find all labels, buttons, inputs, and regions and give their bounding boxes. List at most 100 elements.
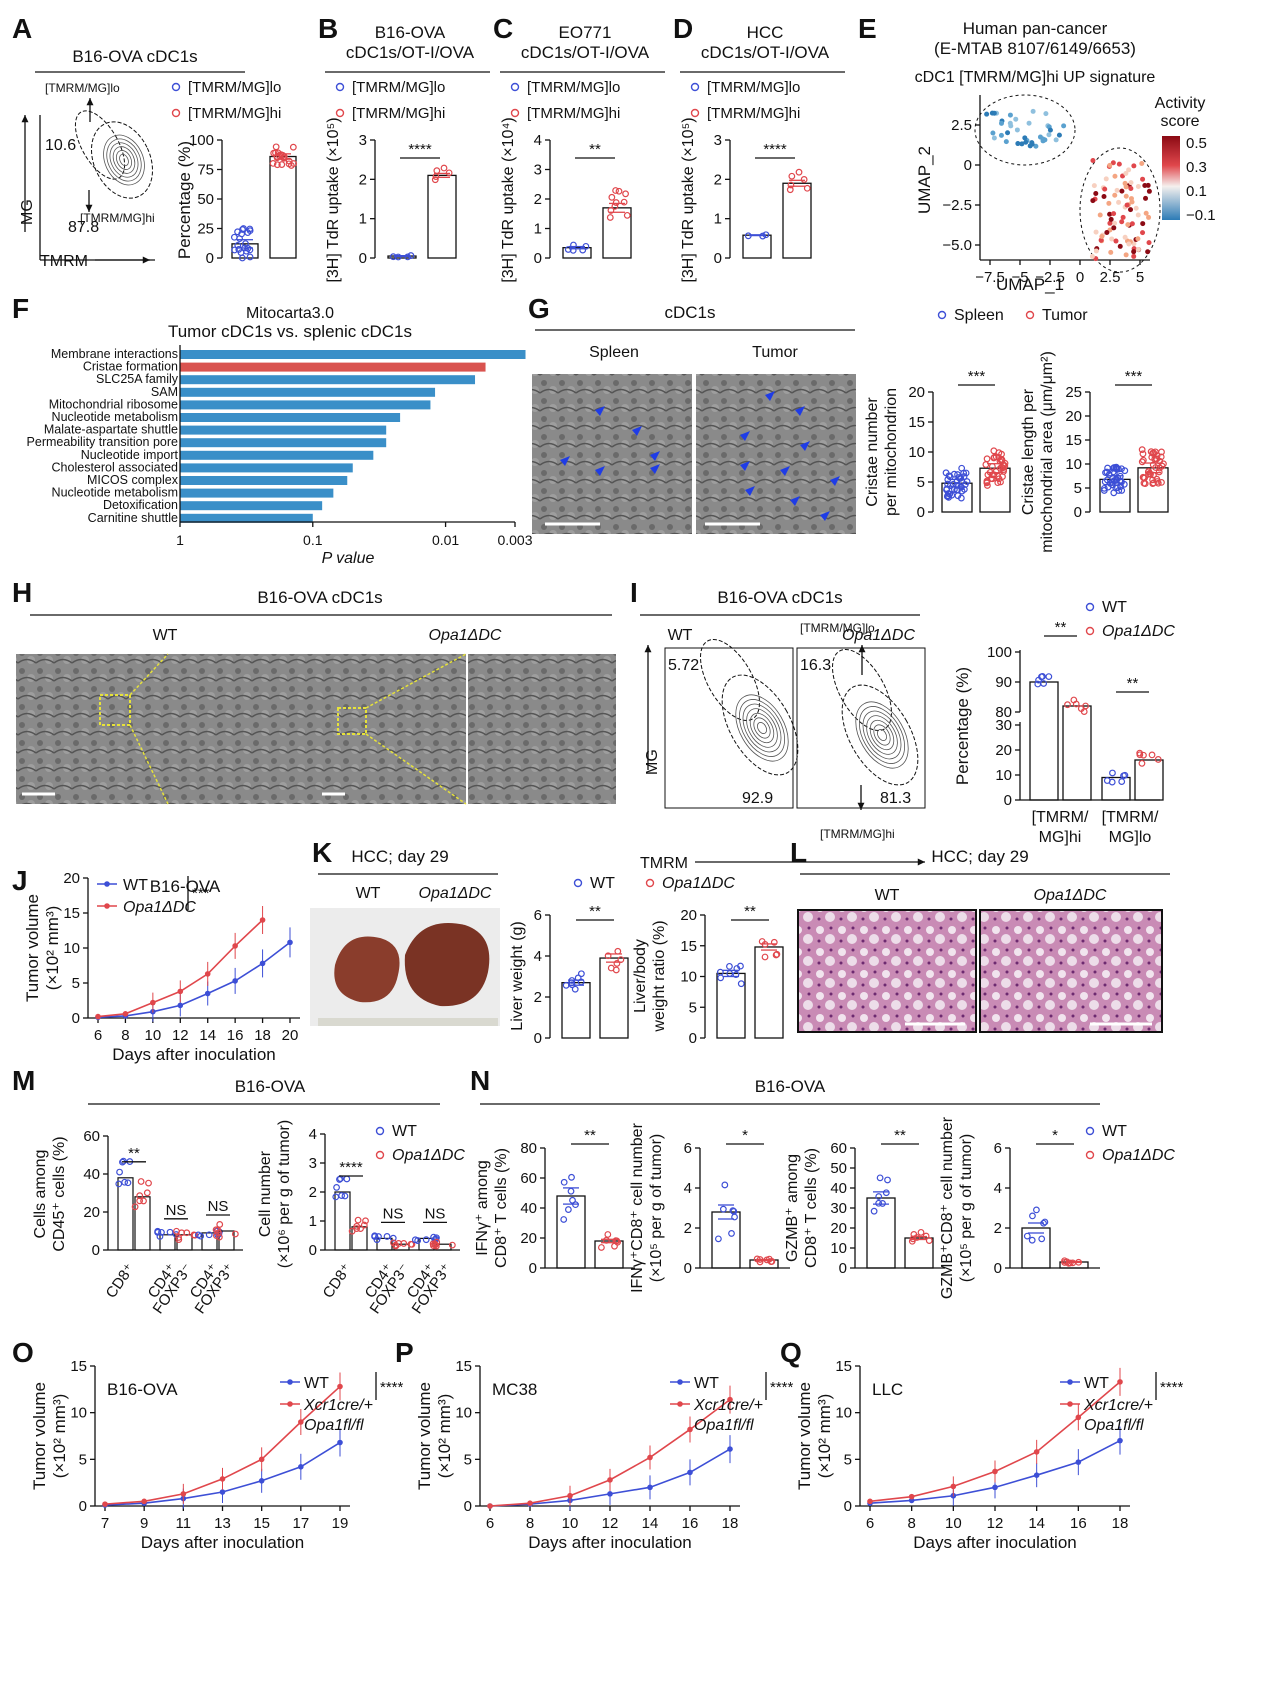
panel-e-point <box>1030 108 1036 114</box>
panel-e-point <box>1047 127 1053 133</box>
panel-m1-bar-dot <box>205 1231 213 1239</box>
panel-o-ytick-label: 15 <box>70 1358 87 1375</box>
panel-e-point <box>1090 198 1096 204</box>
panel-n2-bar-wt-dot <box>729 1207 737 1215</box>
panel-g-arrow-icon <box>632 426 642 436</box>
panel-g1-bar-spleen-dot <box>947 482 954 490</box>
panel-k2-bar-wt-dot <box>716 968 724 976</box>
panel-e-point <box>1027 143 1033 149</box>
panel-e-point <box>1143 195 1149 201</box>
panel-q-xtick-label: 6 <box>866 1515 874 1532</box>
panel-p-xtick-label: 14 <box>642 1515 659 1532</box>
panel-k-y2-tick-label: 10 <box>680 969 697 986</box>
panel-i-gate-ellipse <box>721 674 799 776</box>
panel-e-point <box>1103 176 1109 182</box>
panel-k-ylabel-2: Liver/body <box>632 939 649 1013</box>
panel-m2-bar-dot <box>332 1193 340 1201</box>
panel-c-legend-lo: [TMRM/MG]lo <box>527 79 620 96</box>
panel-g-arrow-icon <box>790 496 800 506</box>
panel-n2-y-tick-label: 6 <box>684 1140 692 1157</box>
panel-g2-bar-spleen-dot <box>1113 465 1121 473</box>
panel-j-ytick-label: 20 <box>63 870 80 887</box>
panel-a-gate-hi: [TMRM/MG]hi <box>80 211 155 225</box>
panel-m1-bar-dot <box>145 1179 152 1187</box>
panel-f-title-2: Tumor cDC1s vs. splenic cDC1s <box>168 322 412 341</box>
panel-i-tick-label: 100 <box>987 644 1012 661</box>
panel-m1-sig: NS <box>166 1202 187 1219</box>
panel-a-y-tick-label: 100 <box>189 132 214 149</box>
panel-c-y-tick-label: 4 <box>534 132 542 149</box>
panel-e-point <box>1013 116 1019 122</box>
panel-a-bar-lo-dot <box>246 246 254 254</box>
panel-b-legend-lo-marker <box>335 82 345 92</box>
panel-q-ytick-label: 15 <box>835 1358 852 1375</box>
panel-i-facs-ko <box>796 647 926 809</box>
panel-e-point <box>1128 207 1134 213</box>
panel-i-contour <box>746 708 778 748</box>
panel-n1-y-tick-label: 80 <box>520 1140 537 1157</box>
panel-e-point <box>1110 160 1116 166</box>
panel-e-title-1: Human pan-cancer <box>963 19 1108 38</box>
panel-j-ytick-label: 15 <box>63 905 80 922</box>
panel-j-xtick-label: 18 <box>254 1027 271 1044</box>
panel-a-legend-lo: [TMRM/MG]lo <box>188 79 281 96</box>
panel-q-legend-wt-marker <box>1067 1379 1073 1385</box>
panel-m1-bar-dot <box>116 1168 123 1176</box>
panel-d-bar-hi-dot <box>788 172 796 180</box>
panel-a-bar-hi-dot <box>273 161 281 169</box>
panel-g1-bar-tumor-dot <box>998 455 1005 463</box>
panel-b-legend-lo: [TMRM/MG]lo <box>352 79 445 96</box>
panel-n4-bar-wt-dot <box>1033 1206 1040 1214</box>
panel-j-xtick-label: 20 <box>282 1027 299 1044</box>
panel-e-point <box>1139 161 1145 167</box>
panel-f-bar <box>180 400 431 410</box>
panel-m-legend-ko-marker <box>375 1150 385 1160</box>
panel-p-xtick-label: 12 <box>602 1515 619 1532</box>
panel-i-cat-2a: [TMRM/ <box>1102 809 1159 826</box>
panel-g1-bar-spleen-dot <box>954 492 962 500</box>
panel-a-contour <box>103 134 145 186</box>
panel-c-y-tick-label: 3 <box>534 162 542 179</box>
panel-g-y2-tick-label: 5 <box>1074 480 1082 497</box>
panel-n1-bar-wt-dot <box>560 1216 568 1223</box>
panel-d-y-tick-label: 0 <box>714 250 722 267</box>
panel-e-point <box>1053 137 1059 143</box>
panel-i-ylabel: Percentage (%) <box>953 667 972 785</box>
panel-i-bar-dot <box>1039 673 1046 680</box>
panel-a-bar-hi-dot <box>278 161 286 168</box>
panel-k2-bar-ko-dot <box>773 950 781 958</box>
panel-i-ko-lo: 16.3 <box>800 657 831 674</box>
panel-a-y-tick-label: 50 <box>197 191 214 208</box>
panel-m1-bar-dot <box>124 1179 132 1187</box>
panel-h-em-image <box>168 654 318 804</box>
panel-a-bar-hi-dot <box>285 160 293 168</box>
panel-k-legend-wt-marker <box>573 878 583 888</box>
panel-p-legend-wt-marker <box>677 1379 683 1385</box>
panel-n4-bar-wt-dot <box>1029 1212 1036 1220</box>
panel-n4-ylabel: (×10⁵ per g of tumor) <box>958 1134 975 1282</box>
panel-e-point <box>1003 139 1009 145</box>
panel-e-point <box>1107 162 1113 168</box>
panel-i-legend-ko: Opa1ΔDC <box>1102 623 1175 640</box>
panel-g-arrow-icon <box>650 451 660 461</box>
panel-g-legend-spleen: Spleen <box>954 307 1004 324</box>
panel-i-legend-wt: WT <box>1102 599 1127 616</box>
panel-o-ytick-label: 10 <box>70 1405 87 1422</box>
panel-letter: B <box>318 13 338 44</box>
panel-a-val-lo: 10.6 <box>45 137 76 154</box>
panel-p-xlabel: Days after inoculation <box>528 1533 691 1552</box>
panel-g-y2-tick-label: 10 <box>1065 456 1082 473</box>
panel-i-contour <box>862 710 902 760</box>
panel-c-legend-lo-marker <box>510 82 520 92</box>
panel-n4-ylabel: GZMB⁺CD8⁺ cell number <box>939 1116 956 1299</box>
panel-i-col-wt: WT <box>668 627 693 644</box>
panel-g1-bar-tumor-dot <box>1000 466 1008 474</box>
panel-a-legend-lo-marker <box>171 82 181 92</box>
panel-k-title: HCC; day 29 <box>351 847 448 866</box>
panel-a-bar-hi-dot <box>275 152 283 159</box>
panel-p-ytick-label: 10 <box>455 1405 472 1422</box>
panel-b-y-tick-label: 1 <box>359 211 367 228</box>
panel-o-point <box>102 1501 108 1507</box>
panel-g2-bar-spleen-dot <box>1110 489 1118 497</box>
panel-m2-bar-dot <box>430 1233 438 1241</box>
